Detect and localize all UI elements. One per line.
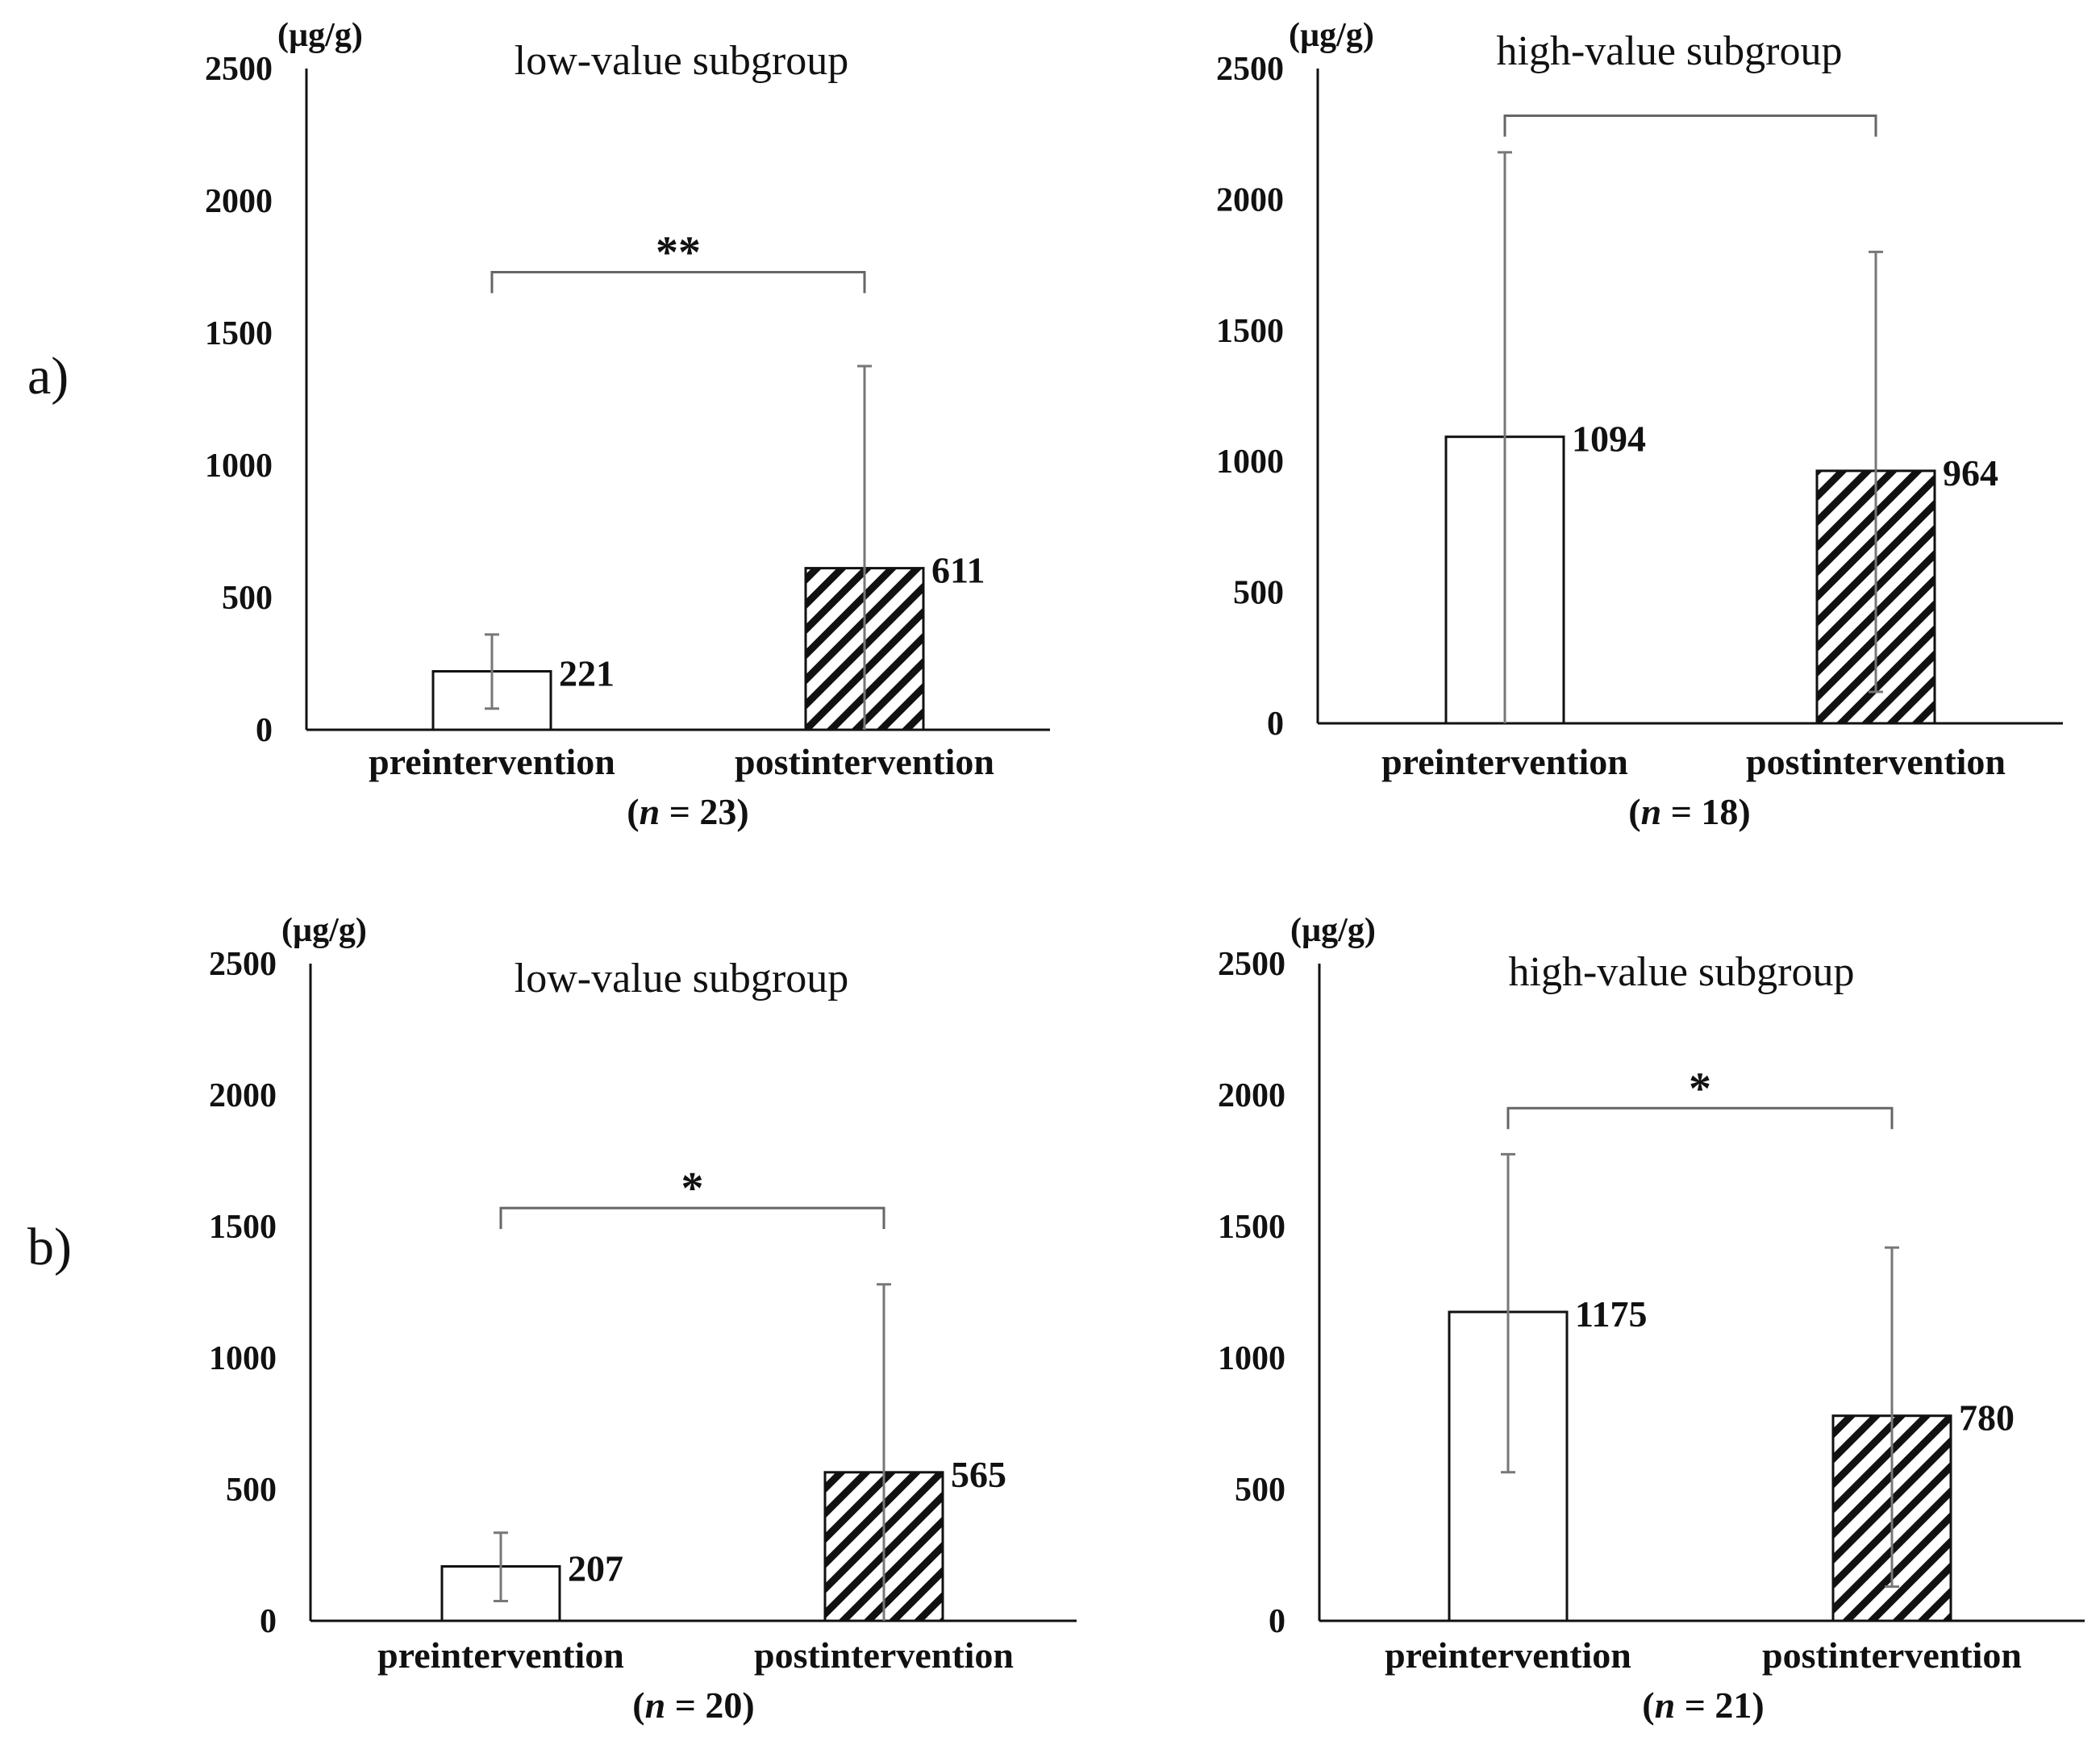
y-tick-label: 0	[256, 712, 273, 749]
chart-panel-1: 0 500 1000 1500 2000 2500(µg/g) low-value subg…	[205, 17, 1050, 832]
data-label: 780	[1959, 1397, 2015, 1439]
x-tick-label: preintervention	[377, 1635, 624, 1676]
y-tick-label: 2000	[1218, 1077, 1285, 1114]
y-tick-label: 1000	[1216, 444, 1284, 481]
sample-size-label: (n = 21)	[1642, 1685, 1764, 1726]
y-tick-label: 500	[1233, 575, 1284, 612]
significance-marker: **	[656, 228, 701, 278]
significance-marker: *	[1689, 1064, 1711, 1114]
row-label-b: b)	[27, 1218, 72, 1276]
data-label: 1094	[1572, 419, 1646, 460]
y-tick-label: 2000	[209, 1077, 277, 1114]
x-tick-label: postintervention	[754, 1635, 1014, 1676]
y-tick-label: 2500	[205, 51, 273, 88]
y-tick-label: 500	[1235, 1472, 1285, 1509]
y-tick-label: 1500	[205, 315, 273, 352]
y-tick-label: 1500	[1216, 313, 1284, 350]
sample-size-label: (n = 18)	[1628, 791, 1750, 832]
y-tick-label: 2500	[209, 946, 277, 983]
data-label: 964	[1943, 452, 1998, 494]
data-label: 1175	[1575, 1293, 1647, 1335]
data-label: 221	[559, 653, 615, 694]
y-tick-label: 2500	[1218, 946, 1285, 983]
data-label: 611	[931, 550, 985, 591]
y-unit-label: (µg/g)	[277, 17, 363, 54]
data-label: 565	[951, 1454, 1006, 1495]
y-tick-label: 1500	[209, 1209, 277, 1246]
y-tick-label: 1500	[1218, 1209, 1285, 1246]
significance-bracket	[499, 1206, 885, 1230]
y-tick-label: 1000	[209, 1340, 277, 1377]
chart-panel-3: 0 500 1000 1500 2000 2500(µg/g) low-value subg…	[209, 912, 1077, 1726]
x-tick-label: postintervention	[1746, 741, 2006, 782]
y-tick-label: 500	[226, 1472, 277, 1509]
chart-title: high-value subgroup	[1497, 28, 1843, 74]
x-tick-label: preintervention	[1385, 1635, 1631, 1676]
significance-bracket	[1506, 1106, 1894, 1130]
y-unit-label: (µg/g)	[281, 912, 367, 949]
data-label: 207	[568, 1548, 623, 1589]
y-tick-label: 2500	[1216, 51, 1284, 88]
significance-bracket	[1503, 114, 1877, 137]
y-tick-label: 2000	[205, 183, 273, 220]
chart-title: low-value subgroup	[515, 956, 848, 1002]
x-tick-label: postintervention	[735, 741, 994, 782]
y-tick-label: 500	[222, 580, 273, 617]
chart-panel-4: 0 500 1000 1500 2000 2500(µg/g) high-value sub…	[1218, 912, 2085, 1726]
chart-title: high-value subgroup	[1509, 949, 1855, 995]
x-tick-label: postintervention	[1762, 1635, 2022, 1676]
x-tick-label: preintervention	[1381, 741, 1628, 782]
row-label-a: a)	[27, 347, 69, 406]
y-tick-label: 0	[260, 1603, 277, 1640]
y-tick-label: 2000	[1216, 181, 1284, 219]
sample-size-label: (n = 23)	[627, 791, 748, 832]
x-tick-label: preintervention	[369, 741, 615, 782]
chart-title: low-value subgroup	[515, 38, 848, 84]
significance-bracket	[490, 271, 866, 294]
y-unit-label: (µg/g)	[1290, 912, 1376, 949]
y-tick-label: 0	[1269, 1603, 1285, 1640]
y-tick-label: 1000	[1218, 1340, 1285, 1377]
y-tick-label: 0	[1267, 706, 1284, 743]
chart-panel-2: 0 500 1000 1500 2000 2500(µg/g) high-value sub…	[1216, 17, 2063, 832]
y-unit-label: (µg/g)	[1289, 17, 1374, 54]
sample-size-label: (n = 20)	[632, 1685, 754, 1726]
significance-marker: *	[681, 1164, 704, 1214]
y-tick-label: 1000	[205, 448, 273, 485]
